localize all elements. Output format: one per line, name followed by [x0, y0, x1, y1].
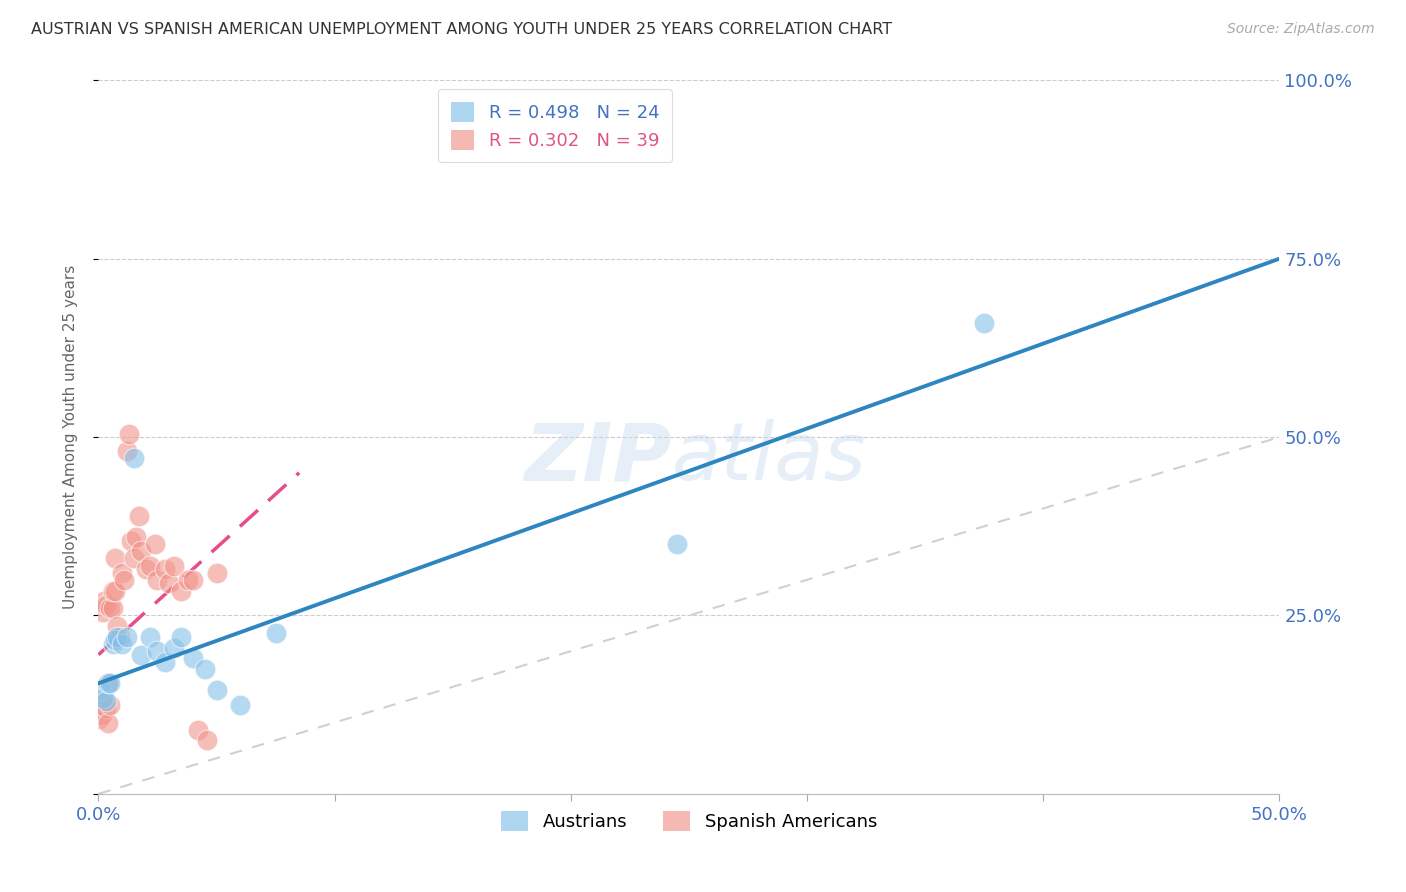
- Point: [229, 698, 252, 712]
- Point: [153, 655, 176, 669]
- Point: [97, 715, 120, 730]
- Point: [135, 562, 157, 576]
- Point: [146, 573, 169, 587]
- Point: [111, 637, 134, 651]
- Point: [94, 694, 117, 708]
- Text: atlas: atlas: [671, 419, 866, 498]
- Point: [104, 633, 127, 648]
- Point: [157, 576, 180, 591]
- Point: [264, 626, 287, 640]
- Point: [194, 662, 217, 676]
- Point: [666, 537, 689, 551]
- Point: [111, 566, 134, 580]
- Legend: Austrians, Spanish Americans: Austrians, Spanish Americans: [494, 804, 884, 838]
- Point: [91, 708, 114, 723]
- Point: [91, 690, 114, 705]
- Point: [105, 630, 128, 644]
- Point: [187, 723, 209, 737]
- Point: [101, 601, 124, 615]
- Point: [205, 566, 228, 580]
- Point: [121, 533, 143, 548]
- Point: [122, 451, 145, 466]
- Text: Source: ZipAtlas.com: Source: ZipAtlas.com: [1227, 22, 1375, 37]
- Point: [90, 683, 112, 698]
- Point: [153, 562, 176, 576]
- Text: ZIP: ZIP: [524, 419, 671, 498]
- Point: [139, 630, 162, 644]
- Point: [97, 676, 120, 690]
- Point: [101, 637, 124, 651]
- Point: [973, 316, 995, 330]
- Point: [139, 558, 162, 573]
- Point: [112, 573, 135, 587]
- Text: AUSTRIAN VS SPANISH AMERICAN UNEMPLOYMENT AMONG YOUTH UNDER 25 YEARS CORRELATION: AUSTRIAN VS SPANISH AMERICAN UNEMPLOYMEN…: [31, 22, 891, 37]
- Point: [91, 605, 114, 619]
- Point: [118, 426, 141, 441]
- Point: [163, 558, 186, 573]
- Point: [170, 583, 193, 598]
- Point: [163, 640, 186, 655]
- Point: [205, 683, 228, 698]
- Point: [170, 630, 193, 644]
- Point: [104, 551, 127, 566]
- Point: [104, 583, 127, 598]
- Point: [129, 648, 152, 662]
- Point: [98, 676, 121, 690]
- Point: [90, 694, 112, 708]
- Point: [89, 712, 111, 726]
- Point: [129, 544, 152, 558]
- Point: [94, 701, 117, 715]
- Point: [122, 551, 145, 566]
- Point: [115, 444, 138, 458]
- Point: [108, 630, 131, 644]
- Point: [97, 676, 120, 690]
- Point: [101, 583, 124, 598]
- Point: [98, 601, 121, 615]
- Point: [181, 573, 204, 587]
- Point: [195, 733, 218, 747]
- Point: [125, 530, 148, 544]
- Point: [115, 630, 138, 644]
- Point: [181, 651, 204, 665]
- Point: [146, 644, 169, 658]
- Y-axis label: Unemployment Among Youth under 25 years: Unemployment Among Youth under 25 years: [63, 265, 77, 609]
- Point: [94, 598, 117, 612]
- Point: [98, 698, 121, 712]
- Point: [105, 619, 128, 633]
- Point: [128, 508, 150, 523]
- Point: [93, 594, 115, 608]
- Point: [143, 537, 166, 551]
- Point: [177, 573, 200, 587]
